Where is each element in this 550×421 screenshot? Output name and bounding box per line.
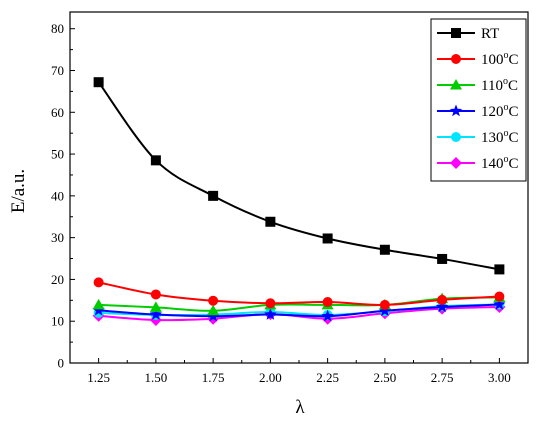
data-point-s1-7 bbox=[494, 291, 505, 302]
legend-label-5: 140oC bbox=[481, 154, 519, 172]
series-1 bbox=[93, 277, 505, 310]
data-point-s3-5 bbox=[378, 304, 392, 317]
y-tick-label-7: 70 bbox=[51, 63, 64, 78]
legend-label-tail-4: C bbox=[509, 130, 519, 146]
legend-entry-4: 130oC bbox=[437, 128, 519, 146]
y-tick-label-5: 50 bbox=[51, 147, 64, 162]
series-line-3 bbox=[98, 303, 500, 318]
data-point-s1-3 bbox=[265, 298, 276, 309]
data-point-s1-0 bbox=[93, 277, 104, 288]
legend-marker-4 bbox=[451, 132, 461, 142]
legend-label-sup-2: o bbox=[503, 76, 508, 87]
legend-label-main-5: 140 bbox=[481, 156, 504, 172]
legend-label-main-3: 120 bbox=[481, 104, 504, 120]
data-point-s2-1 bbox=[149, 301, 162, 312]
legend-label-sup-3: o bbox=[504, 102, 509, 113]
data-point-s3-4 bbox=[321, 309, 334, 322]
legend-marker-1 bbox=[451, 54, 461, 64]
x-tick-label-7: 3.00 bbox=[488, 370, 511, 385]
data-point-s0-0 bbox=[93, 77, 104, 88]
plot-area bbox=[92, 77, 506, 326]
legend-marker-0 bbox=[451, 28, 461, 38]
legend-label-sup-5: o bbox=[504, 154, 509, 165]
legend-label-tail-3: C bbox=[509, 104, 519, 120]
x-tick-label-4: 2.25 bbox=[316, 370, 339, 385]
data-point-s1-2 bbox=[208, 295, 219, 306]
legend-marker-2 bbox=[450, 79, 462, 90]
legend-label-3: 120oC bbox=[481, 102, 519, 120]
data-point-s3-1 bbox=[149, 308, 163, 320]
legend-label-main-4: 130 bbox=[481, 130, 504, 146]
legend-box bbox=[430, 18, 527, 182]
legend-label-tail-2: C bbox=[508, 78, 518, 94]
y-axis-title: E/a.u. bbox=[8, 169, 29, 213]
legend-label-main-1: 100 bbox=[481, 52, 504, 68]
y-tick-label-3: 30 bbox=[51, 230, 64, 245]
legend-label-2: 110oC bbox=[481, 76, 518, 94]
legend-marker-5 bbox=[450, 157, 462, 169]
legend-marker-3 bbox=[449, 104, 463, 117]
legend-label-sup-1: o bbox=[504, 50, 509, 61]
data-point-s0-7 bbox=[494, 264, 505, 275]
legend-label-main-2: 110 bbox=[481, 78, 503, 94]
y-tick-label-0: 0 bbox=[58, 356, 65, 371]
x-tick-label-2: 1.75 bbox=[202, 370, 225, 385]
legend-entry-3: 120oC bbox=[437, 102, 519, 120]
y-tick-label-8: 80 bbox=[51, 21, 64, 36]
data-point-s1-1 bbox=[150, 289, 161, 300]
legend-label-4: 130oC bbox=[481, 128, 519, 146]
data-point-s3-7 bbox=[493, 298, 506, 310]
data-point-s3-0 bbox=[92, 303, 105, 316]
data-point-s3-3 bbox=[264, 308, 277, 320]
x-tick-label-1: 1.50 bbox=[145, 370, 168, 385]
legend-label-0: RT bbox=[481, 26, 499, 42]
legend-label-1: 100oC bbox=[481, 50, 519, 68]
legend-label-main-0: RT bbox=[481, 26, 499, 42]
x-tick-label-0: 1.25 bbox=[87, 370, 110, 385]
data-point-s0-2 bbox=[208, 190, 219, 201]
data-point-s3-6 bbox=[435, 300, 449, 313]
x-tick-label-3: 2.00 bbox=[259, 370, 282, 385]
data-point-s2-2 bbox=[207, 304, 220, 316]
data-point-s0-3 bbox=[265, 216, 276, 227]
legend-entry-1: 100oC bbox=[437, 50, 519, 68]
x-tick-label-5: 2.50 bbox=[374, 370, 397, 385]
data-point-s0-1 bbox=[150, 155, 161, 166]
data-point-s0-5 bbox=[379, 244, 390, 255]
x-tick-label-6: 2.75 bbox=[431, 370, 454, 385]
legend-entry-0: RT bbox=[437, 26, 499, 42]
data-point-s1-5 bbox=[379, 299, 390, 310]
legend-entry-5: 140oC bbox=[437, 154, 519, 172]
y-tick-label-6: 60 bbox=[51, 105, 64, 120]
data-point-s0-6 bbox=[437, 253, 448, 264]
legend-label-tail-5: C bbox=[509, 156, 519, 172]
data-point-s3-2 bbox=[206, 309, 220, 322]
legend-label-tail-1: C bbox=[509, 52, 519, 68]
axes: 0 10 20 30 40 50 60 70 80 1.25 1.50 1.75 2.00 2.25 2.5… bbox=[51, 11, 529, 385]
data-point-s0-4 bbox=[322, 233, 333, 244]
x-axis-title: λ bbox=[295, 397, 305, 418]
y-tick-label-2: 20 bbox=[51, 272, 64, 287]
data-point-s1-4 bbox=[322, 296, 333, 307]
data-point-s1-6 bbox=[437, 294, 448, 305]
y-tick-label-1: 10 bbox=[51, 314, 64, 329]
legend-entry-2: 110oC bbox=[437, 76, 518, 94]
series-0 bbox=[93, 77, 505, 275]
series-3 bbox=[92, 298, 506, 322]
legend-label-sup-4: o bbox=[504, 128, 509, 139]
y-tick-label-4: 40 bbox=[51, 188, 64, 203]
data-point-s2-0 bbox=[92, 298, 105, 310]
